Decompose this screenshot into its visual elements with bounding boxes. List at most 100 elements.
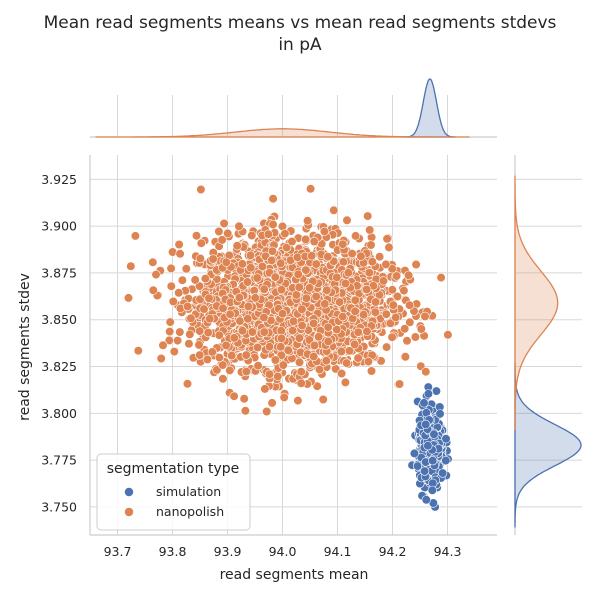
- scatter-point-nanopolish: [293, 396, 303, 406]
- scatter-point-nanopolish: [277, 309, 288, 319]
- scatter-point-nanopolish: [182, 379, 193, 389]
- scatter-point-nanopolish: [292, 252, 303, 262]
- scatter-point-nanopolish: [239, 394, 249, 404]
- x-tick-label: 94.0: [269, 544, 297, 559]
- scatter-point-nanopolish: [165, 327, 175, 337]
- scatter-point-simulation: [421, 419, 431, 430]
- main-scatter-axes: 93.7 93.8 93.9 94.0 94.1 94.2 94.3 3.7503.7753…: [17, 155, 497, 583]
- scatter-point-nanopolish: [323, 322, 333, 332]
- scatter-point-nanopolish: [270, 355, 281, 365]
- scatter-point-nanopolish: [237, 326, 248, 336]
- scatter-point-nanopolish: [214, 226, 224, 237]
- scatter-point-nanopolish: [217, 235, 227, 245]
- y-tick-label: 3.825: [41, 359, 77, 374]
- scatter-point-nanopolish: [242, 277, 253, 287]
- scatter-point-nanopolish: [314, 365, 325, 375]
- scatter-point-nanopolish: [260, 384, 270, 394]
- scatter-point-nanopolish: [240, 406, 250, 416]
- scatter-point-nanopolish: [225, 365, 235, 376]
- scatter-point-nanopolish: [296, 378, 306, 388]
- scatter-point-nanopolish: [202, 354, 212, 365]
- scatter-point-nanopolish: [227, 351, 237, 361]
- scatter-point-nanopolish: [235, 316, 245, 326]
- scatter-point-nanopolish: [416, 324, 426, 334]
- scatter-point-nanopolish: [186, 313, 196, 323]
- scatter-point-nanopolish: [245, 250, 256, 260]
- scatter-point-nanopolish: [382, 342, 392, 352]
- title-line-1: Mean read segments means vs mean read se…: [44, 13, 557, 33]
- scatter-point-nanopolish: [259, 284, 269, 294]
- scatter-point-simulation: [438, 468, 448, 478]
- x-tick-label: 93.8: [159, 544, 187, 559]
- scatter-point-nanopolish: [196, 238, 206, 248]
- scatter-point-nanopolish: [250, 293, 260, 303]
- scatter-point-simulation: [423, 441, 433, 451]
- scatter-point-nanopolish: [307, 251, 317, 261]
- scatter-point-nanopolish: [336, 346, 347, 357]
- scatter-point-nanopolish: [194, 340, 204, 350]
- y-tick-label: 3.800: [41, 406, 77, 421]
- scatter-point-nanopolish: [387, 332, 397, 342]
- scatter-point-nanopolish: [195, 253, 205, 264]
- scatter-point-nanopolish: [278, 360, 288, 370]
- y-tick-label: 3.750: [41, 499, 77, 514]
- scatter-point-nanopolish: [169, 347, 179, 357]
- top-marginal-kde: [90, 78, 497, 138]
- scatter-point-nanopolish: [323, 252, 333, 262]
- scatter-point-simulation: [420, 466, 430, 476]
- right-marginal-kde: [514, 155, 582, 535]
- scatter-point-nanopolish: [219, 218, 229, 229]
- scatter-point-nanopolish: [381, 309, 391, 319]
- scatter-point-nanopolish: [280, 229, 290, 239]
- scatter-point-nanopolish: [371, 297, 381, 307]
- scatter-point-nanopolish: [329, 205, 339, 215]
- scatter-point-nanopolish: [363, 211, 373, 221]
- x-tick-label: 93.9: [214, 544, 242, 559]
- y-tick-label: 3.875: [41, 265, 77, 280]
- scatter-point-nanopolish: [340, 377, 351, 388]
- scatter-point-nanopolish: [301, 234, 311, 244]
- scatter-point-nanopolish: [404, 270, 414, 280]
- scatter-point-nanopolish: [243, 301, 253, 312]
- x-tick-labels: 93.7 93.8 93.9 94.0 94.1 94.2 94.3: [104, 544, 462, 559]
- y-tick-labels: 3.750 3.775 3.800 3.825 3.850 3.875 3.900 3.925: [41, 172, 77, 515]
- scatter-point-nanopolish: [205, 314, 215, 324]
- scatter-point-simulation: [441, 456, 451, 466]
- kde-x-nanopolish: [95, 128, 470, 138]
- scatter-point-nanopolish: [366, 240, 376, 250]
- scatter-point-nanopolish: [264, 369, 275, 379]
- scatter-point-nanopolish: [253, 361, 263, 371]
- scatter-point-nanopolish: [338, 257, 349, 267]
- scatter-point-simulation: [419, 398, 429, 408]
- scatter-point-nanopolish: [229, 333, 239, 343]
- scatter-point-nanopolish: [392, 291, 403, 302]
- scatter-point-nanopolish: [173, 336, 183, 346]
- x-tick-label: 94.3: [434, 544, 462, 559]
- scatter-point-nanopolish: [175, 249, 185, 259]
- scatter-point-simulation: [421, 495, 431, 505]
- scatter-point-nanopolish: [400, 352, 411, 362]
- scatter-point-nanopolish: [301, 293, 312, 303]
- scatter-point-nanopolish: [276, 342, 286, 352]
- scatter-point-nanopolish: [367, 257, 377, 267]
- scatter-point-nanopolish: [335, 297, 345, 307]
- scatter-point-nanopolish: [267, 246, 278, 256]
- scatter-point-nanopolish: [158, 340, 168, 350]
- scatter-point-simulation: [423, 389, 434, 399]
- scatter-point-nanopolish: [405, 300, 415, 310]
- scatter-point-nanopolish: [378, 276, 389, 286]
- scatter-point-nanopolish: [322, 285, 332, 295]
- scatter-point-nanopolish: [241, 350, 251, 360]
- scatter-point-nanopolish: [410, 332, 421, 342]
- scatter-point-nanopolish: [338, 239, 348, 249]
- y-tick-label: 3.775: [41, 453, 77, 468]
- scatter-point-simulation: [409, 448, 420, 459]
- scatter-point-nanopolish: [247, 230, 257, 241]
- scatter-point-nanopolish: [151, 270, 161, 280]
- scatter-point-nanopolish: [309, 318, 319, 329]
- scatter-point-nanopolish: [156, 353, 166, 364]
- scatter-point-simulation: [429, 429, 439, 439]
- scatter-point-nanopolish: [195, 350, 205, 360]
- scatter-point-nanopolish: [203, 328, 213, 338]
